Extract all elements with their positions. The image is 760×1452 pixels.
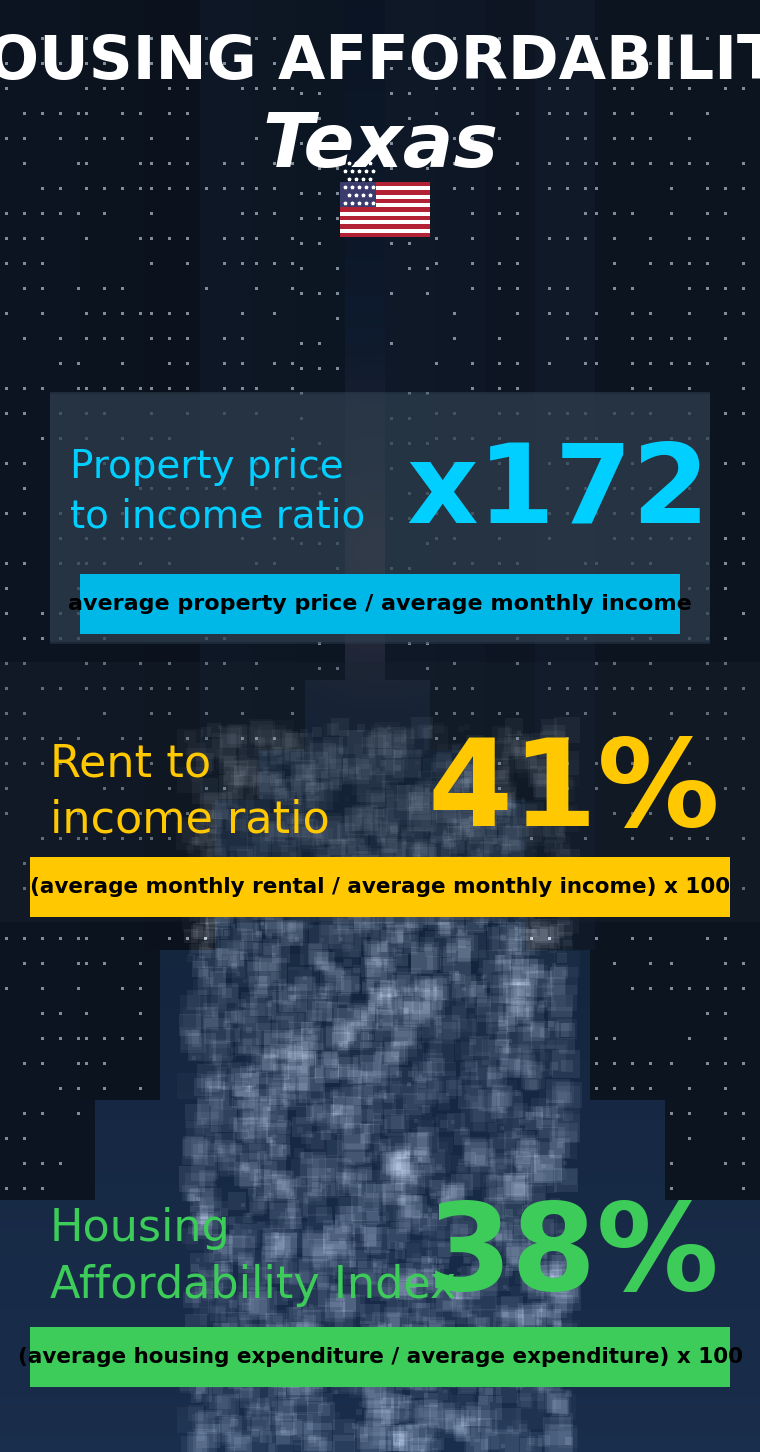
Bar — [340, 190, 430, 195]
Bar — [30, 1327, 730, 1387]
Bar — [340, 186, 430, 190]
Text: Rent to
income ratio: Rent to income ratio — [50, 742, 330, 842]
Text: (average housing expenditure / average expenditure) x 100: (average housing expenditure / average e… — [17, 1347, 743, 1366]
Bar — [30, 857, 730, 918]
Bar — [340, 208, 430, 212]
Text: Housing
Affordability Index: Housing Affordability Index — [50, 1207, 456, 1307]
Bar — [340, 224, 430, 228]
Bar — [340, 199, 430, 203]
Bar — [340, 182, 430, 186]
Text: x172: x172 — [407, 439, 710, 546]
Text: Property price
to income ratio: Property price to income ratio — [70, 449, 366, 536]
Text: 41%: 41% — [427, 733, 720, 851]
Text: 38%: 38% — [427, 1198, 720, 1316]
Text: Texas: Texas — [262, 110, 498, 183]
Bar — [340, 203, 430, 208]
Bar — [0, 662, 760, 922]
Bar — [50, 392, 710, 642]
Text: (average monthly rental / average monthly income) x 100: (average monthly rental / average monthl… — [30, 877, 730, 897]
Bar — [340, 228, 430, 232]
Bar — [340, 232, 430, 237]
Bar — [340, 212, 430, 216]
Bar — [340, 221, 430, 224]
Text: average property price / average monthly income: average property price / average monthly… — [68, 594, 692, 614]
Text: HOUSING AFFORDABILITY: HOUSING AFFORDABILITY — [0, 32, 760, 91]
Bar — [80, 574, 680, 635]
Bar — [340, 216, 430, 221]
Bar — [340, 182, 376, 208]
Bar — [340, 195, 430, 199]
Bar — [50, 393, 710, 645]
